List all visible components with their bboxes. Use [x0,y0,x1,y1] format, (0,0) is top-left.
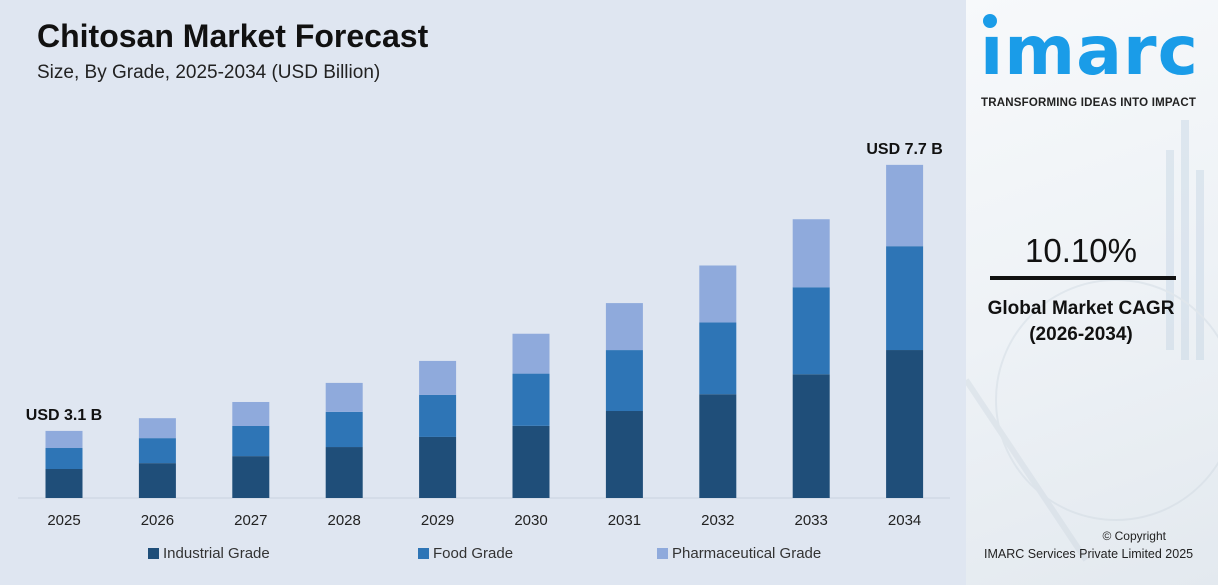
bar-segment-pharmaceutical-grade-2025 [45,430,83,449]
x-tick-label: 2027 [234,512,267,529]
x-tick-label: 2033 [795,512,828,529]
logo-tagline: TRANSFORMING IDEAS INTO IMPACT [981,97,1197,109]
legend-item: Food Grade [418,545,513,562]
bar-segment-food-grade-2027 [232,425,270,457]
legend-label: Food Grade [433,545,514,562]
bar-segment-industrial-grade-2030 [512,425,550,498]
x-tick-label: 2029 [421,512,454,529]
x-tick-label: 2025 [47,512,80,529]
total-annotation: USD 3.1 B [26,407,102,424]
bar-segment-food-grade-2030 [512,373,550,426]
copyright: © Copyright [1102,529,1166,543]
bar-segment-industrial-grade-2034 [886,350,924,498]
bar-segment-industrial-grade-2026 [138,463,176,498]
bar-segment-industrial-grade-2031 [605,411,643,498]
legend-item: Pharmaceutical Grade [657,545,821,562]
bar-segment-pharmaceutical-grade-2033 [792,219,830,288]
bar-segment-pharmaceutical-grade-2034 [886,164,924,247]
bar-segment-industrial-grade-2028 [325,447,363,498]
logo-dot [983,14,997,28]
bar-segment-food-grade-2032 [699,322,737,395]
bar-segment-pharmaceutical-grade-2029 [419,360,457,395]
bar-segment-industrial-grade-2027 [232,456,270,498]
bar-segment-industrial-grade-2033 [792,374,830,498]
bar-segment-industrial-grade-2029 [419,436,457,498]
cagr-label: Global Market CAGR (2026-2034) [966,296,1196,348]
x-tick-label: 2034 [888,512,921,529]
bar-segment-food-grade-2029 [419,394,457,437]
company-name: IMARC Services Private Limited 2025 [984,547,1194,561]
bar-segment-pharmaceutical-grade-2027 [232,401,270,426]
legend-label: Pharmaceutical Grade [672,545,822,562]
chart-title: Chitosan Market Forecast [37,18,429,54]
imarc-logo: ımarc [980,12,1199,91]
legend: Industrial Grade Food Grade Pharmaceutical… [0,545,966,565]
bar-segment-industrial-grade-2025 [45,468,83,498]
bar-segment-food-grade-2028 [325,411,363,448]
bar-segment-food-grade-2026 [138,438,176,464]
legend-item: Industrial Grade [148,545,270,562]
bar-segment-pharmaceutical-grade-2026 [138,418,176,439]
total-annotation: USD 7.7 B [866,141,942,158]
cagr-label-line1: Global Market CAGR [987,298,1175,319]
cagr-divider [990,276,1176,280]
background-decoration [966,120,1218,562]
cagr-label-line2: (2026-2034) [1029,324,1133,345]
x-tick-label: 2032 [701,512,734,529]
bar-segment-pharmaceutical-grade-2032 [699,265,737,323]
legend-swatch [657,548,668,559]
bar-segment-food-grade-2033 [792,287,830,375]
chart-subtitle: Size, By Grade, 2025-2034 (USD Billion) [37,62,381,83]
plot-area: 2025 USD 3.1 B 2026 2027 2028 2029 2030 2031 203… [18,141,950,529]
side-panel: ımarc TRANSFORMING IDEAS INTO IMPACT 10.… [966,0,1218,585]
bar-segment-food-grade-2025 [45,448,83,469]
x-tick-label: 2031 [608,512,641,529]
bar-segment-industrial-grade-2032 [699,394,737,498]
cagr-value: 10.10% [1025,232,1137,269]
bar-segment-pharmaceutical-grade-2030 [512,333,550,374]
chart-panel: Chitosan Market Forecast Size, By Grade,… [0,0,966,585]
bar-segment-food-grade-2034 [886,246,924,351]
legend-label: Industrial Grade [163,545,270,562]
legend-swatch [148,548,159,559]
bar-segment-pharmaceutical-grade-2028 [325,382,363,412]
x-tick-label: 2030 [514,512,547,529]
bar-segment-food-grade-2031 [605,350,643,412]
x-tick-label: 2028 [328,512,361,529]
legend-swatch [418,548,429,559]
bar-segment-pharmaceutical-grade-2031 [605,303,643,351]
x-tick-label: 2026 [141,512,174,529]
